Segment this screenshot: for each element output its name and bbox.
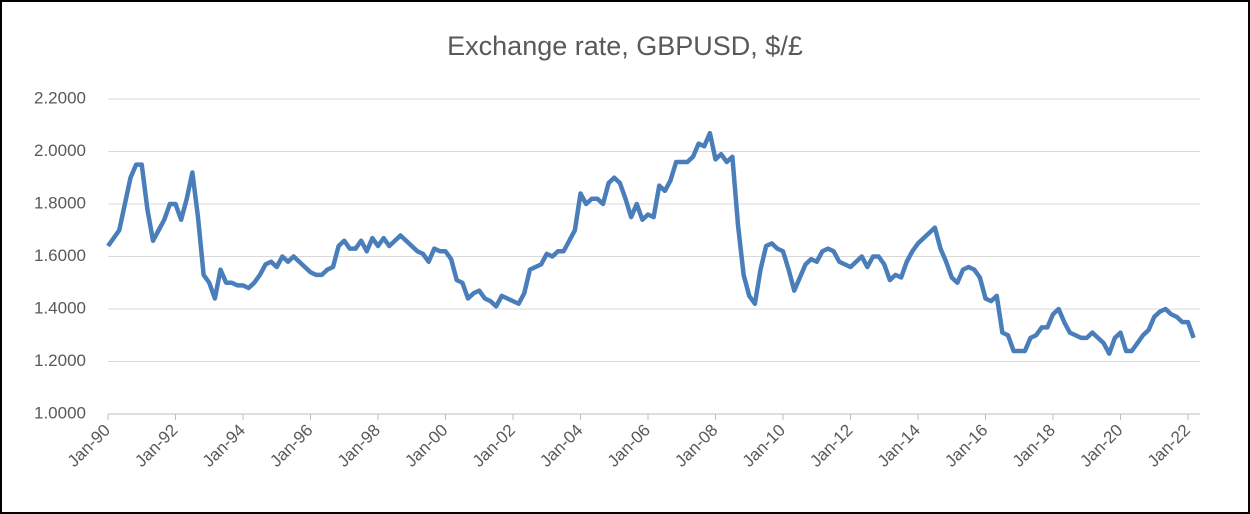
y-tick-label: 1.4000 bbox=[34, 298, 86, 317]
chart-title: Exchange rate, GBPUSD, $/£ bbox=[447, 31, 803, 61]
series-line bbox=[106, 130, 1196, 356]
y-tick-label: 1.8000 bbox=[34, 193, 86, 212]
y-tick-label: 1.6000 bbox=[34, 246, 86, 265]
y-tick-label: 1.0000 bbox=[34, 403, 86, 422]
y-tick-label: 2.2000 bbox=[34, 88, 86, 107]
y-tick-label: 2.0000 bbox=[34, 141, 86, 160]
y-tick-label: 1.2000 bbox=[34, 351, 86, 370]
